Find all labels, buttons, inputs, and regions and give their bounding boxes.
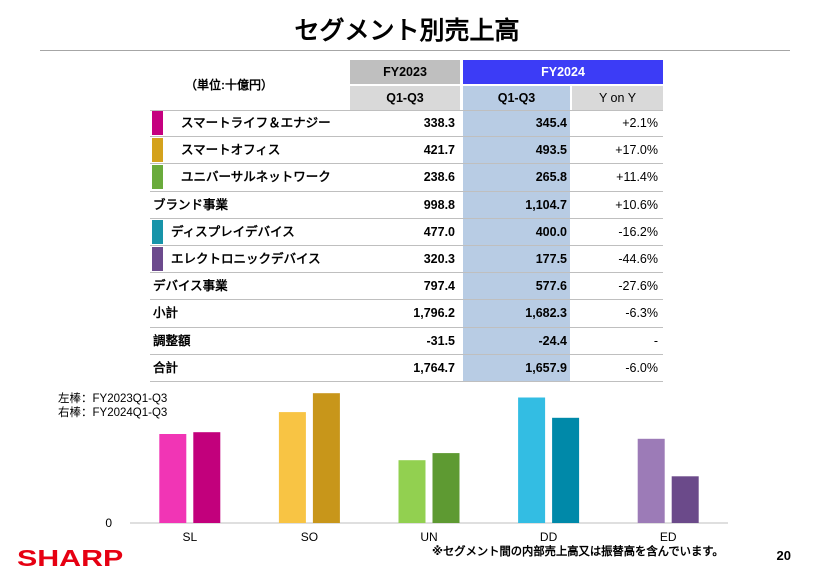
fy2023-value: 421.7: [423, 143, 455, 158]
row-label: スマートオフィス: [181, 143, 281, 158]
legend-series-name: FY2023Q1-Q3: [92, 393, 168, 405]
row-label: エレクトロニックデバイス: [171, 252, 321, 266]
yoy-value: +11.4%: [616, 170, 658, 185]
table-row-universal-network: ユニバーサルネットワーク 238.6 265.8 +11.4%: [150, 164, 663, 192]
row-label: デバイス事業: [153, 279, 228, 294]
yoy-value: -6.3%: [625, 306, 658, 321]
header-fy2023: FY2023: [350, 60, 460, 84]
fy2023-value: -31.5: [426, 333, 456, 348]
table-row-electronic-device: エレクトロニックデバイス 320.3 177.5 -44.6%: [150, 246, 663, 274]
segment-color-swatch: [152, 138, 163, 163]
x-tick-label-ed: ED: [660, 530, 677, 544]
segment-color-swatch: [152, 219, 163, 244]
fy2024-value: 400.0: [535, 224, 567, 239]
legend-marker-label: 右棒：: [58, 407, 93, 419]
ed-bar-right: [671, 476, 699, 523]
footnote: ※セグメント間の内部売上高又は振替高を含んでいます。: [432, 546, 724, 558]
fy2023-value: 1,764.7: [413, 360, 455, 375]
so-bar-left: [278, 412, 306, 523]
fy2024-value: 265.8: [535, 170, 567, 185]
header-fy2024: FY2024: [463, 60, 663, 84]
legend-marker-label: 左棒：: [58, 393, 93, 405]
fy2024-value: 1,104.7: [525, 197, 567, 212]
sharp-logo: SHARP: [17, 545, 124, 571]
yoy-value: -6.0%: [625, 360, 658, 375]
fy2024-value: 1,682.3: [525, 306, 567, 321]
page-title: セグメント別売上高: [294, 17, 520, 45]
fy2023-value: 338.3: [423, 116, 455, 130]
table-row-total: 合計 1,764.7 1,657.9 -6.0%: [150, 355, 663, 382]
fy2023-value: 320.3: [423, 252, 455, 266]
so-bar-right: [312, 393, 340, 523]
unit-label: （単位:十億円）: [185, 78, 273, 92]
ed-bar-left: [637, 438, 665, 523]
x-tick-label-so: SO: [301, 530, 318, 544]
fy2024-value: 345.4: [535, 116, 567, 130]
segment-sales-bar-chart: 0 SL SO UN DD ED: [105, 393, 728, 544]
fy2024-value: 493.5: [535, 143, 567, 158]
sl-bar-right: [193, 432, 221, 523]
row-label: ユニバーサルネットワーク: [181, 170, 331, 185]
row-label: 小計: [153, 306, 179, 321]
fy2024-column-band: [463, 86, 570, 382]
table-top-rule: [150, 110, 663, 111]
table-row-brand-business: ブランド事業 998.8 1,104.7 +10.6%: [150, 192, 663, 219]
fy2023-value: 797.4: [423, 279, 455, 294]
y-tick-label: 0: [105, 516, 112, 530]
legend-series-name: FY2024Q1-Q3: [92, 407, 168, 419]
x-tick-label-sl: SL: [182, 530, 197, 544]
table-row-smart-office: スマートオフィス 421.7 493.5 +17.0%: [150, 137, 663, 165]
fy2024-value: -24.4: [538, 333, 568, 348]
un-bar-right: [432, 453, 460, 523]
yoy-value: +2.1%: [622, 116, 658, 130]
yoy-value: +10.6%: [615, 197, 658, 212]
yoy-value: -44.6%: [618, 252, 658, 266]
segment-color-swatch: [152, 111, 163, 135]
segment-color-swatch: [152, 247, 163, 271]
segment-color-swatch: [152, 165, 163, 190]
row-label: ブランド事業: [153, 197, 229, 212]
page-number: 20: [776, 548, 791, 563]
sl-bar-left: [159, 434, 187, 523]
yoy-value: +17.0%: [615, 143, 658, 158]
fy2024-value: 177.5: [535, 252, 567, 266]
table-row-display-device: ディスプレイデバイス 477.0 400.0 -16.2%: [150, 219, 663, 246]
dd-bar-right: [552, 417, 580, 523]
legend-left-bar: 左棒：FY2023Q1-Q3: [58, 392, 167, 406]
row-label: ディスプレイデバイス: [171, 224, 295, 239]
title-divider: [40, 50, 790, 51]
yoy-value: -27.6%: [618, 279, 658, 294]
fy2023-value: 1,796.2: [413, 306, 455, 321]
un-bar-left: [398, 460, 426, 523]
fy2024-value: 577.6: [535, 279, 567, 294]
fy2024-value: 1,657.9: [525, 360, 567, 375]
x-tick-label-dd: DD: [540, 530, 558, 544]
subheader-fy2024-q1q3: Q1-Q3: [497, 91, 536, 105]
row-label: 合計: [153, 360, 179, 375]
subheader-fy2023-q1q3: Q1-Q3: [350, 86, 460, 110]
subheader-yoy: Y on Y: [572, 86, 663, 110]
x-tick-label-un: UN: [420, 530, 437, 544]
dd-bar-left: [518, 397, 546, 523]
row-label: スマートライフ＆エナジー: [181, 116, 331, 130]
fy2023-value: 998.8: [423, 197, 455, 212]
table-row-subtotal: 小計 1,796.2 1,682.3 -6.3%: [150, 300, 663, 328]
legend-right-bar: 右棒：FY2024Q1-Q3: [58, 406, 167, 420]
fy2023-value: 238.6: [423, 170, 455, 185]
yoy-value: -: [653, 333, 658, 348]
fy2023-value: 477.0: [423, 224, 455, 239]
yoy-value: -16.2%: [618, 224, 658, 239]
table-row-smart-life-energy: スマートライフ＆エナジー 338.3 345.4 +2.1%: [150, 110, 663, 138]
table-row-device-business: デバイス事業 797.4 577.6 -27.6%: [150, 273, 663, 301]
table-row-adjustment: 調整額 -31.5 -24.4 -: [150, 328, 663, 355]
row-label: 調整額: [153, 333, 191, 348]
